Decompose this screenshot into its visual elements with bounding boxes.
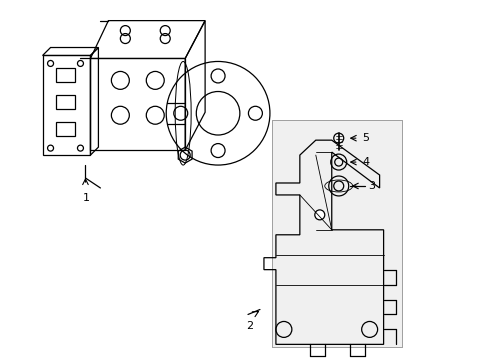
Text: 3: 3 (368, 181, 376, 191)
Text: 2: 2 (246, 321, 253, 332)
Bar (43, 55, 91, 155)
Circle shape (48, 60, 53, 67)
Text: 5: 5 (363, 133, 369, 143)
Bar (272, 120, 401, 347)
Text: 4: 4 (363, 157, 370, 167)
Circle shape (77, 60, 83, 67)
Bar (55, 95, 75, 109)
Bar (55, 68, 75, 82)
Text: 1: 1 (83, 193, 90, 203)
Circle shape (315, 210, 325, 220)
Bar (55, 122, 75, 136)
Bar (272, 120, 401, 347)
Circle shape (77, 145, 83, 151)
Circle shape (48, 145, 53, 151)
